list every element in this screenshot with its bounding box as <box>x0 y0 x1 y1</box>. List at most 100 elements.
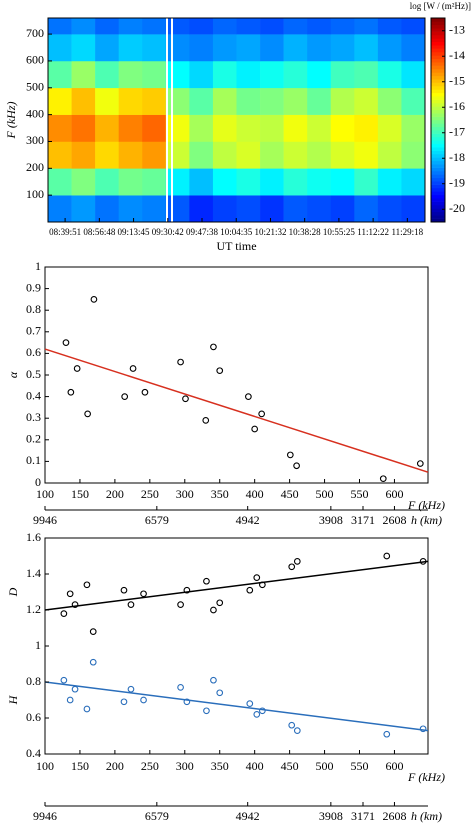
spectrogram-cell <box>142 18 167 35</box>
data-point <box>129 365 137 372</box>
spectrogram-cell <box>283 114 308 142</box>
colorbar-step <box>431 140 445 145</box>
spectrogram-cell <box>95 60 119 89</box>
spectrogram-cell <box>118 168 143 196</box>
spectrogram-cell <box>118 60 143 89</box>
spectrogram-cell <box>354 195 379 223</box>
spectrogram-cell <box>71 114 96 142</box>
x-tick-label: 200 <box>106 759 124 773</box>
spectrogram-cell <box>330 87 355 115</box>
y-tick-label: 0 <box>35 475 41 489</box>
data-point <box>251 425 259 433</box>
x-tick-label: 08:39:51 <box>49 227 81 237</box>
x-tick-label: 09:13:45 <box>118 227 151 237</box>
data-point <box>140 590 147 598</box>
colorbar-step <box>431 38 445 43</box>
colorbar-step <box>431 201 445 206</box>
data-point <box>83 705 91 713</box>
spectrogram-cell <box>377 141 402 169</box>
data-point <box>73 365 81 372</box>
h-tick-label: 9946 <box>33 513 57 527</box>
data-point <box>293 462 300 470</box>
y-tick-label: 1.2 <box>26 602 41 616</box>
spectrogram-cell <box>354 18 379 35</box>
fit-line <box>44 681 429 732</box>
x-axis-label: F (kHz) <box>407 770 445 784</box>
plot-frame <box>44 266 429 484</box>
colorbar-step <box>431 211 445 216</box>
spectrogram-cell <box>283 18 308 35</box>
spectrogram-cell <box>95 34 119 62</box>
colorbar-step <box>431 103 445 107</box>
colorbar-step <box>431 157 445 162</box>
x-tick-label: 300 <box>176 759 194 773</box>
x-tick-label: 150 <box>71 487 89 501</box>
spectrogram-cell <box>260 141 284 169</box>
y-tick-label: 400 <box>26 106 44 120</box>
data-point <box>383 730 391 738</box>
spectrogram-cell <box>48 60 72 89</box>
spectrogram-cell <box>71 60 96 89</box>
spectrogram-cell <box>260 168 284 196</box>
fit-line <box>44 560 429 611</box>
data-point <box>293 558 301 565</box>
data-point <box>202 417 210 424</box>
x-tick-label: 450 <box>281 487 299 501</box>
data-point <box>379 475 387 483</box>
y-tick-label: 0.2 <box>26 432 41 446</box>
spectrogram-cell <box>401 87 426 115</box>
spectrogram-cell <box>377 87 402 115</box>
spectrogram-cell <box>95 114 119 142</box>
x-tick-label: 500 <box>316 759 334 773</box>
colorbar-step <box>431 31 445 36</box>
x-tick-label: 100 <box>36 759 54 773</box>
spectrogram-cell <box>401 195 426 223</box>
spectrogram-cell <box>71 195 96 223</box>
colorbar-step <box>431 150 445 155</box>
colorbar-step <box>431 72 445 77</box>
y-axis-label: F (kHz) <box>4 102 18 140</box>
y-tick-label: 0.8 <box>26 674 41 688</box>
spectrogram-cell <box>48 18 72 35</box>
colorbar-step <box>431 35 445 39</box>
spectrogram-cell <box>48 168 72 196</box>
spectrogram-cell <box>71 168 96 196</box>
colorbar-step <box>431 109 445 114</box>
colorbar-step <box>431 154 445 158</box>
spectrogram-cell <box>377 34 402 62</box>
spectrogram-cell <box>330 168 355 196</box>
spectrogram-cell <box>377 114 402 142</box>
colorbar-step <box>431 86 445 90</box>
spectrogram-cell <box>212 114 237 142</box>
spectrogram-cell <box>260 34 284 62</box>
y-tick-label: 0.4 <box>26 746 41 760</box>
spectrogram-cell <box>165 168 190 196</box>
colorbar-step <box>431 75 445 80</box>
y-tick-label: 0.6 <box>26 710 41 724</box>
colorbar-step <box>431 92 445 97</box>
spectrogram-cell <box>260 195 284 223</box>
spectrogram-cell <box>48 34 72 62</box>
data-point <box>203 707 210 715</box>
colorbar-step <box>431 194 445 199</box>
y-tick-label: 200 <box>26 160 44 174</box>
colorbar-step <box>431 41 445 46</box>
spectrogram-cell <box>236 34 261 62</box>
data-point <box>246 586 254 594</box>
spectrogram-cell <box>354 141 379 169</box>
spectrogram-cell <box>118 18 143 35</box>
x-tick-label: 250 <box>141 487 159 501</box>
spectrogram-cell <box>377 60 402 89</box>
spectrogram-cell <box>354 87 379 115</box>
spectrogram-cell <box>307 141 332 169</box>
spectrogram-cell <box>142 114 167 142</box>
y-tick-label: 0.5 <box>26 367 41 381</box>
spectrogram-cell <box>95 195 119 223</box>
data-point <box>83 581 91 589</box>
spectrogram-cell <box>401 168 426 196</box>
spectrogram-cell <box>189 168 214 196</box>
x-tick-label: 11:29:18 <box>391 227 423 237</box>
spectrogram-cell <box>142 141 167 169</box>
data-point <box>246 700 254 707</box>
h-tick-label: 9946 <box>33 809 57 823</box>
